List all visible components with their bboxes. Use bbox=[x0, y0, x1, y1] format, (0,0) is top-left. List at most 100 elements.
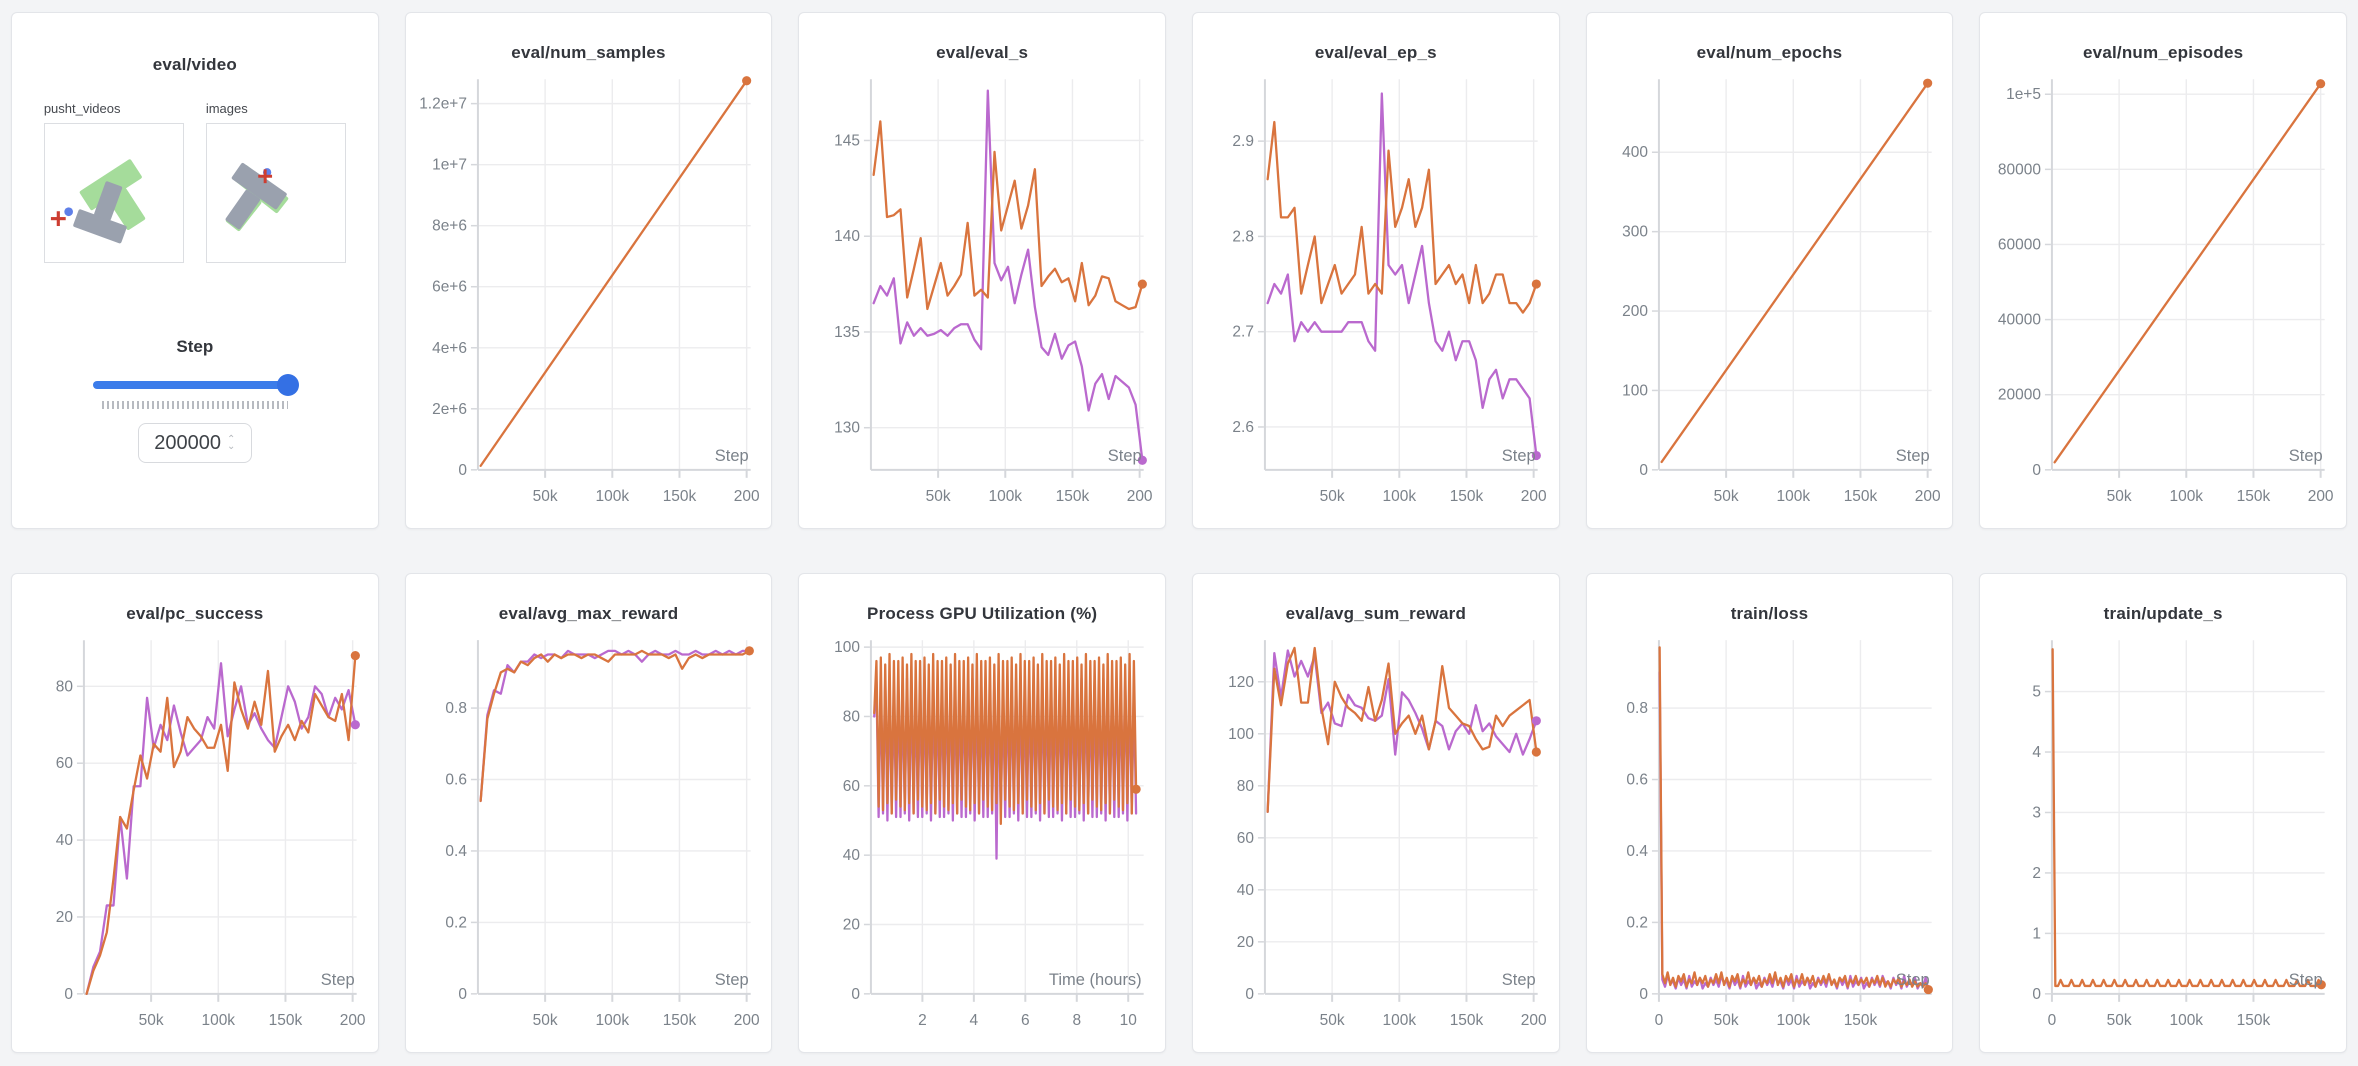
svg-text:20: 20 bbox=[56, 909, 73, 926]
panel-train-update-s: train/update_s 0 50k 100k 150k 0 1 2 3 4 5 Step bbox=[1979, 573, 2347, 1053]
svg-text:40: 40 bbox=[56, 832, 73, 849]
chart-canvas[interactable]: 50k 100k 150k 200 0 2e+6 4e+6 6e+6 8e+6 1e+7 1.2e+… bbox=[410, 67, 764, 522]
chart-canvas[interactable]: 50k 100k 150k 200 0 100 200 300 400 Step bbox=[1591, 67, 1945, 522]
svg-text:1e+7: 1e+7 bbox=[432, 157, 467, 174]
x-axis-label: Step bbox=[714, 971, 748, 989]
step-slider[interactable] bbox=[92, 373, 299, 397]
svg-text:2e+6: 2e+6 bbox=[432, 401, 467, 418]
svg-text:50k: 50k bbox=[532, 1012, 557, 1029]
svg-text:50k: 50k bbox=[532, 488, 557, 505]
svg-text:150k: 150k bbox=[1843, 488, 1877, 505]
svg-text:135: 135 bbox=[834, 324, 860, 341]
svg-text:0: 0 bbox=[1639, 462, 1648, 479]
svg-text:0: 0 bbox=[1245, 986, 1254, 1003]
svg-text:150k: 150k bbox=[662, 1012, 696, 1029]
panel-eval-avg-sum-reward: eval/avg_sum_reward 50k 100k 150k 200 0 20 40 6… bbox=[1191, 573, 1560, 1053]
svg-text:8: 8 bbox=[1073, 1012, 1082, 1029]
svg-text:20: 20 bbox=[1237, 934, 1254, 951]
panel-train-loss: train/loss 0 50k 100k 150k 0 0.2 0.4 0.6 0.8 Step bbox=[1585, 573, 1954, 1053]
chart-canvas[interactable]: 50k 100k 150k 200 0 20000 40000 60000 80000 1e+5 S… bbox=[1984, 67, 2338, 522]
svg-text:0: 0 bbox=[64, 986, 73, 1003]
x-axis-label: Time (hours) bbox=[1049, 971, 1142, 989]
svg-text:60: 60 bbox=[56, 755, 73, 772]
chart-canvas[interactable]: 50k 100k 150k 200 2.6 2.7 2.8 2.9 Step bbox=[1197, 67, 1551, 522]
svg-text:10: 10 bbox=[1120, 1012, 1137, 1029]
svg-text:145: 145 bbox=[834, 132, 860, 149]
step-up-icon[interactable]: ⌃ bbox=[227, 434, 236, 445]
svg-text:60000: 60000 bbox=[1998, 236, 2041, 253]
x-axis-label: Step bbox=[714, 447, 748, 465]
block-t-shape bbox=[73, 181, 127, 244]
panel-eval-num-samples: eval/num_samples 50k 100k 150k 200 0 2e+6 4e+6… bbox=[404, 12, 773, 529]
panel-eval-video: eval/video pusht_videos bbox=[11, 12, 379, 529]
chart-canvas[interactable]: 50k 100k 150k 200 0 20 40 60 80 Step bbox=[16, 628, 370, 1046]
pusht-scene-image bbox=[50, 159, 145, 244]
svg-text:40000: 40000 bbox=[1998, 312, 2041, 329]
pusht-video-thumbnail[interactable] bbox=[43, 123, 184, 263]
svg-text:1e+5: 1e+5 bbox=[2006, 86, 2041, 103]
media-label: images bbox=[205, 101, 248, 116]
chart-canvas[interactable]: 50k 100k 150k 200 0 20 40 60 80 100 120 Step bbox=[1197, 628, 1551, 1046]
svg-text:6: 6 bbox=[1021, 1012, 1030, 1029]
agent-dot bbox=[64, 207, 73, 217]
svg-text:4e+6: 4e+6 bbox=[432, 340, 467, 357]
step-value[interactable]: 200000 bbox=[154, 431, 221, 454]
svg-text:80: 80 bbox=[56, 678, 73, 695]
media-pusht-videos: pusht_videos bbox=[43, 101, 184, 263]
svg-text:40: 40 bbox=[1237, 882, 1254, 899]
step-down-icon[interactable]: ⌄ bbox=[227, 441, 236, 452]
svg-text:0.6: 0.6 bbox=[1626, 772, 1648, 789]
panel-eval-num-epochs: eval/num_epochs 50k 100k 150k 200 0 100 200 300… bbox=[1585, 12, 1954, 529]
svg-text:140: 140 bbox=[834, 228, 860, 245]
svg-text:150k: 150k bbox=[1056, 488, 1090, 505]
svg-text:1: 1 bbox=[2033, 925, 2042, 942]
images-thumbnail[interactable] bbox=[205, 123, 346, 263]
chart-canvas[interactable]: 2 4 6 8 10 0 20 40 60 80 100 Time (hours) bbox=[803, 628, 1157, 1046]
svg-text:150k: 150k bbox=[1450, 1012, 1484, 1029]
svg-text:200: 200 bbox=[2308, 488, 2334, 505]
panel-title: eval/num_epochs bbox=[1696, 43, 1843, 62]
step-slider-thumb[interactable] bbox=[276, 374, 299, 396]
step-slider-track[interactable] bbox=[92, 381, 297, 389]
svg-text:100k: 100k bbox=[1776, 488, 1810, 505]
chart-canvas[interactable]: 50k 100k 150k 200 130 135 140 145 Step bbox=[803, 67, 1157, 522]
media-label: pusht_videos bbox=[43, 101, 121, 116]
chart-canvas[interactable]: 0 50k 100k 150k 0 1 2 3 4 5 Step bbox=[1984, 628, 2338, 1046]
svg-text:100k: 100k bbox=[1383, 488, 1417, 505]
svg-text:50k: 50k bbox=[1713, 488, 1738, 505]
svg-text:3: 3 bbox=[2033, 804, 2042, 821]
svg-text:0.8: 0.8 bbox=[445, 700, 467, 717]
svg-text:150k: 150k bbox=[662, 488, 696, 505]
svg-text:200: 200 bbox=[340, 1012, 366, 1029]
svg-text:2.6: 2.6 bbox=[1232, 419, 1254, 436]
svg-text:0.6: 0.6 bbox=[445, 772, 467, 789]
svg-text:100k: 100k bbox=[202, 1012, 236, 1029]
target-cross-icon bbox=[258, 169, 272, 184]
svg-text:60: 60 bbox=[1237, 830, 1254, 847]
panel-title: eval/video bbox=[152, 55, 237, 74]
chart-canvas[interactable]: 50k 100k 150k 200 0 0.2 0.4 0.6 0.8 Step bbox=[410, 628, 764, 1046]
x-axis-label: Step bbox=[2289, 971, 2323, 989]
panel-title: train/loss bbox=[1730, 604, 1809, 623]
svg-text:20: 20 bbox=[843, 916, 860, 933]
svg-text:5: 5 bbox=[2033, 684, 2042, 701]
svg-text:0: 0 bbox=[1654, 1012, 1663, 1029]
x-axis-label: Step bbox=[1108, 447, 1142, 465]
panel-title: train/update_s bbox=[2103, 604, 2223, 623]
media-images: images bbox=[205, 101, 346, 263]
svg-text:40: 40 bbox=[843, 847, 860, 864]
chart-canvas[interactable]: 0 50k 100k 150k 0 0.2 0.4 0.6 0.8 Step bbox=[1591, 628, 1945, 1046]
step-number-input[interactable]: 200000 ⌃ ⌄ bbox=[137, 423, 252, 463]
panel-title: eval/eval_s bbox=[936, 43, 1029, 62]
svg-text:20000: 20000 bbox=[1998, 387, 2041, 404]
panel-eval-eval-ep-s: eval/eval_ep_s 50k 100k 150k 200 2.6 2.7 2.8 2.… bbox=[1191, 12, 1560, 529]
step-slider-label: Step bbox=[176, 337, 214, 356]
stepper-arrows[interactable]: ⌃ ⌄ bbox=[227, 434, 236, 452]
panel-eval-pc-success: eval/pc_success 50k 100k 150k 200 0 20 40 60 80 S… bbox=[11, 573, 379, 1053]
svg-text:100k: 100k bbox=[2170, 1012, 2204, 1029]
panel-eval-avg-max-reward: eval/avg_max_reward 50k 100k 150k 200 0 0.2 0.… bbox=[404, 573, 773, 1053]
svg-text:0: 0 bbox=[458, 462, 467, 479]
x-axis-label: Step bbox=[1502, 447, 1536, 465]
pusht-scene-image bbox=[225, 162, 289, 232]
